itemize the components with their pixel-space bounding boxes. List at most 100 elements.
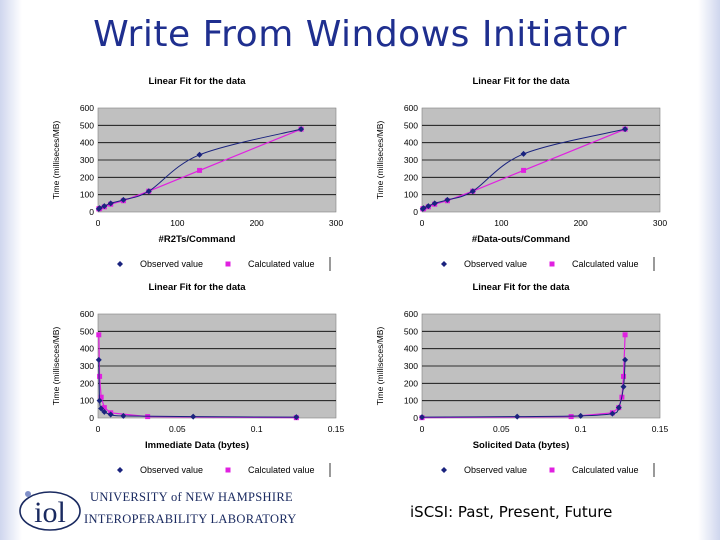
data-point-observed: [514, 413, 521, 420]
chart-title: Linear Fit for the data: [472, 282, 570, 293]
legend-marker-observed: [117, 467, 123, 473]
x-axis-label: Solicited Data (bytes): [473, 440, 570, 451]
legend-marker-calculated: [549, 261, 555, 267]
y-tick-label: 400: [80, 138, 94, 148]
data-point-observed: [520, 150, 527, 157]
data-point-calculated: [96, 332, 102, 338]
chart-title: Linear Fit for the data: [148, 76, 246, 87]
legend: Observed value Calculated value: [117, 257, 331, 271]
chart-svg: Linear Fit for the data 0 100 200 300 400 500 6…: [375, 76, 667, 271]
legend-marker-calculated: [225, 467, 231, 473]
data-point-observed: [96, 205, 103, 212]
legend-marker-calculated: [225, 261, 231, 267]
y-tick-label: 400: [80, 344, 94, 354]
chart-svg: Linear Fit for the data 0 100 200 300 400 500 6…: [51, 282, 345, 477]
y-tick-label: 300: [80, 361, 94, 371]
data-point-observed: [615, 404, 622, 411]
data-point-observed: [107, 200, 114, 207]
legend-label-calculated: Calculated value: [572, 259, 639, 269]
legend-label-calculated: Calculated value: [248, 465, 315, 475]
legend-marker-calculated: [549, 467, 555, 473]
logo-star-icon: [25, 491, 31, 497]
legend-label-observed: Observed value: [140, 465, 203, 475]
data-point-observed: [420, 205, 427, 212]
data-point-observed: [419, 414, 425, 421]
y-tick-label: 600: [404, 103, 418, 113]
y-axis-label: Time (milliseces/MB): [375, 121, 385, 200]
institution-line-1: UNIVERSITY of NEW HAMPSHIRE: [90, 490, 293, 504]
y-tick-label: 100: [404, 396, 418, 406]
data-point-observed: [101, 203, 108, 210]
logo-ring: [19, 491, 81, 531]
data-point-observed: [196, 151, 203, 158]
y-tick-label: 0: [413, 207, 418, 217]
legend-marker-observed: [117, 261, 123, 267]
chart-title: Linear Fit for the data: [472, 76, 570, 87]
y-axis-label: Time (milliseces/MB): [51, 327, 61, 406]
x-tick-label: 0.05: [493, 424, 510, 434]
y-tick-label: 300: [404, 361, 418, 371]
x-tick-label: 0: [420, 424, 425, 434]
data-point-observed: [190, 413, 197, 420]
y-tick-label: 300: [404, 155, 418, 165]
data-point-observed: [469, 188, 476, 195]
y-tick-label: 200: [80, 378, 94, 388]
y-tick-label: 0: [89, 207, 94, 217]
x-tick-label: 100: [170, 218, 184, 228]
y-tick-label: 600: [404, 309, 418, 319]
x-axis-label: #R2Ts/Command: [159, 234, 236, 245]
x-tick-label: 200: [574, 218, 588, 228]
data-point-observed: [293, 414, 300, 421]
legend-label-calculated: Calculated value: [248, 259, 315, 269]
institution-line-2: INTEROPERABILITY LABORATORY: [84, 512, 297, 526]
legend: Observed value Calculated value: [441, 257, 655, 271]
series-observed: [419, 126, 629, 212]
y-tick-label: 200: [404, 378, 418, 388]
data-point-calculated: [521, 167, 527, 173]
data-point-observed: [145, 188, 152, 195]
legend-label-observed: Observed value: [140, 259, 203, 269]
x-tick-label: 0: [96, 424, 101, 434]
iol-logo: iol: [19, 491, 81, 531]
chart-r2ts: Linear Fit for the data 0 100 200 300 400 500 6…: [48, 70, 393, 310]
data-point-observed: [120, 196, 127, 203]
y-tick-label: 400: [404, 344, 418, 354]
data-point-observed: [620, 383, 627, 390]
data-point-observed: [95, 356, 102, 363]
legend-marker-observed: [441, 467, 447, 473]
y-tick-label: 0: [413, 413, 418, 423]
legend: Observed value Calculated value: [441, 463, 655, 477]
y-axis-label: Time (milliseces/MB): [51, 121, 61, 200]
y-tick-label: 600: [80, 103, 94, 113]
y-tick-label: 500: [404, 120, 418, 130]
chart-svg: Linear Fit for the data 0 100 200 300 400 500 6…: [375, 282, 669, 477]
legend-label-observed: Observed value: [464, 465, 527, 475]
x-tick-label: 0.15: [328, 424, 345, 434]
chart-title: Linear Fit for the data: [148, 282, 246, 293]
legend-marker-observed: [441, 261, 447, 267]
data-point-observed: [431, 200, 438, 207]
x-tick-label: 300: [653, 218, 667, 228]
x-tick-label: 0.05: [169, 424, 186, 434]
data-point-observed: [444, 196, 451, 203]
data-point-calculated: [97, 373, 103, 379]
x-tick-label: 200: [250, 218, 264, 228]
data-point-calculated: [622, 332, 628, 338]
chart-svg: Linear Fit for the data 0 100 200 300 400 500 6…: [51, 76, 343, 271]
y-tick-label: 100: [80, 190, 94, 200]
x-tick-label: 0.1: [251, 424, 263, 434]
data-point-observed: [101, 408, 108, 415]
y-tick-label: 200: [80, 172, 94, 182]
chart-solicited-data: Linear Fit for the data 0 100 200 300 400 500 6…: [372, 276, 717, 516]
y-tick-label: 300: [80, 155, 94, 165]
data-point-observed: [98, 405, 105, 412]
data-point-calculated: [98, 394, 104, 400]
y-tick-label: 0: [89, 413, 94, 423]
data-point-observed: [107, 411, 114, 418]
y-tick-label: 500: [80, 326, 94, 336]
data-point-observed: [609, 410, 616, 417]
y-tick-label: 600: [80, 309, 94, 319]
legend: Observed value Calculated value: [117, 463, 331, 477]
legend-label-observed: Observed value: [464, 259, 527, 269]
data-point-calculated: [197, 167, 203, 173]
